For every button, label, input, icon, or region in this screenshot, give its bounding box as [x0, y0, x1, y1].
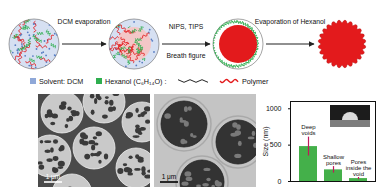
svg-text:1000: 1000 [266, 105, 282, 112]
svg-text:1 μm: 1 μm [162, 173, 177, 181]
svg-text:Size (nm): Size (nm) [262, 127, 270, 157]
svg-text:NIPS, TIPS: NIPS, TIPS [169, 23, 204, 30]
svg-text:Hexanol (C₆H₁₄O) :: Hexanol (C₆H₁₄O) : [105, 77, 166, 86]
svg-text:Breath figure: Breath figure [167, 52, 206, 60]
svg-text:Polymer: Polymer [242, 77, 269, 86]
svg-text:0: 0 [278, 178, 282, 185]
svg-text:Shallowpores: Shallowpores [323, 154, 345, 166]
svg-text:Solvent: DCM: Solvent: DCM [39, 77, 83, 86]
svg-text:Deepvoids: Deepvoids [301, 124, 316, 136]
svg-text:Evaporation of Hexanol: Evaporation of Hexanol [255, 18, 326, 26]
svg-text:500: 500 [270, 141, 282, 148]
svg-text:Poresinside thevoid: Poresinside thevoid [346, 159, 372, 177]
svg-text:DCM evaporation: DCM evaporation [58, 18, 111, 26]
svg-text:1 μm: 1 μm [46, 173, 61, 181]
